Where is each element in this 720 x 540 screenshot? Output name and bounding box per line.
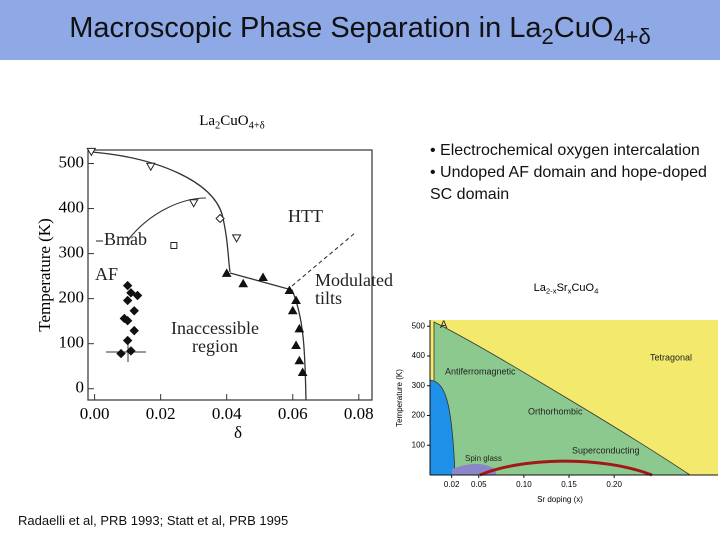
data-point [170, 241, 178, 249]
data-point [119, 313, 130, 324]
y-axis-label: Temperature (K) [35, 218, 54, 332]
boundary [127, 197, 207, 241]
y-tick-label: 200 [412, 411, 426, 420]
title-part: La [199, 113, 215, 129]
region-label: A [440, 319, 448, 331]
error-bar [106, 342, 146, 362]
y-tick-label: 400 [412, 351, 426, 360]
y-axis-label: Temperature (K) [395, 369, 404, 427]
x-tick-label: 0.20 [606, 480, 622, 489]
title-part: CuO [220, 113, 249, 129]
y-tick-label: 0 [76, 378, 85, 397]
orthorhombic-region [433, 321, 692, 476]
data-point [126, 346, 136, 356]
bullet: • Undoped AF domain and hope-doped SC do… [430, 164, 707, 203]
y-tick-label: 500 [59, 152, 85, 171]
region-label: Antiferromagnetic [445, 366, 516, 376]
x-tick-label: 0.05 [471, 480, 487, 489]
plot-frame [87, 149, 373, 401]
x-tick-label: 0.08 [344, 404, 374, 423]
region-label: Superconducting [572, 445, 640, 455]
y-tick-label: 200 [59, 288, 85, 307]
data-point [238, 278, 249, 288]
title-part: Macroscopic Phase Separation in La [69, 12, 542, 44]
y-tick-label: 400 [59, 197, 85, 216]
data-point [287, 305, 298, 315]
x-tick-label: 0.02 [444, 480, 460, 489]
annotation: HTT [288, 206, 323, 226]
data-point [258, 272, 268, 281]
data-point [231, 234, 242, 243]
slide-title: Macroscopic Phase Separation in La2CuO4+… [0, 12, 720, 50]
right-chart: La2-xSrxCuO4 100 200 300 400 500 0.02 0.05 0.10 0… [395, 282, 718, 504]
x-tick-label: 0.00 [80, 404, 110, 423]
title-part: Sr [557, 282, 568, 294]
data-point [294, 323, 305, 333]
data-point [122, 335, 133, 346]
y-tick-label: 500 [412, 321, 426, 330]
annotation: tilts [315, 288, 342, 308]
x-tick-label: 0.06 [278, 404, 308, 423]
data-point [86, 147, 97, 157]
x-tick-label: 0.10 [516, 480, 532, 489]
y-tick-label: 300 [59, 243, 85, 262]
data-point [145, 162, 156, 172]
annotation: region [192, 336, 238, 356]
title-part: 4+δ [613, 24, 651, 49]
region-label: Tetragonal [650, 352, 692, 362]
data-point [284, 285, 295, 295]
data-point [291, 295, 301, 304]
boundary [291, 231, 357, 287]
data-point [297, 367, 308, 377]
data-point [126, 288, 136, 298]
title-part: La [534, 282, 547, 294]
title-part: 4 [594, 286, 599, 295]
data-point [291, 340, 301, 349]
data-point [122, 280, 133, 291]
data-point [294, 355, 305, 365]
data-point [129, 306, 139, 316]
title-bar [0, 0, 720, 60]
superconducting-dome [479, 459, 653, 477]
data-point [132, 290, 143, 301]
left-chart: La2CuO4+δ 0 100 200 300 400 500 0.00 0.02 0.04 0.0… [35, 113, 393, 441]
x-axis-label: δ [234, 423, 242, 442]
annotation: Modulated [315, 270, 393, 290]
x-tick-label: 0.02 [146, 404, 176, 423]
title-part: CuO [571, 282, 594, 294]
data-point [116, 348, 126, 359]
data-point [215, 213, 225, 224]
citation: Radaelli et al, PRB 1993; Statt et al, P… [18, 513, 289, 528]
x-tick-label: 0.15 [561, 480, 577, 489]
bullet: • Electrochemical oxygen intercalation [430, 142, 700, 159]
annotation: Inaccessible [171, 318, 259, 338]
chart-title: La2CuO4+δ [199, 113, 265, 131]
y-tick-label: 300 [412, 381, 426, 390]
x-tick-label: 0.04 [212, 404, 242, 423]
region-label: Spin glass [465, 454, 502, 463]
boundary [91, 151, 231, 273]
region-label: Orthorhombic [528, 406, 583, 416]
data-point [122, 295, 133, 306]
title-part: 2 [541, 24, 554, 49]
annotation: Bmab [104, 229, 147, 249]
annotation: AF [95, 264, 118, 284]
y-tick-label: 100 [59, 333, 85, 352]
data-point [129, 325, 139, 336]
data-point [188, 199, 199, 208]
title-part: 4+δ [249, 121, 265, 132]
y-tick-label: 100 [412, 440, 426, 449]
chart-title: La2-xSrxCuO4 [534, 282, 599, 295]
title-part: x [568, 286, 572, 295]
title-part: 2-x [546, 286, 557, 295]
title-part: CuO [553, 12, 614, 44]
data-point [221, 268, 232, 277]
x-axis-label: Sr doping (x) [537, 495, 583, 504]
bullet-list: • Electrochemical oxygen intercalation •… [430, 140, 710, 206]
title-part: 2 [215, 121, 220, 132]
